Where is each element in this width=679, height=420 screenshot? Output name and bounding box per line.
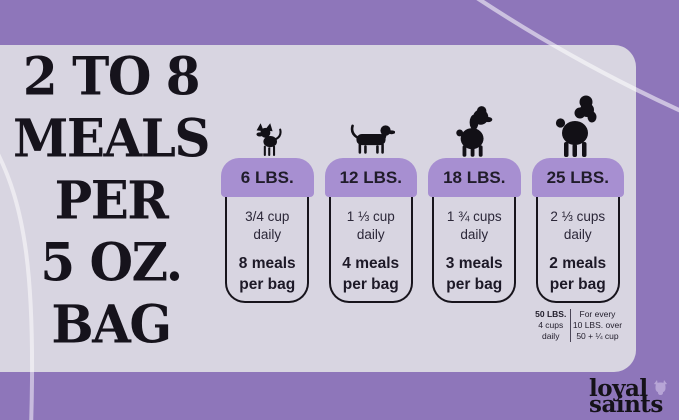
dog-icon xyxy=(654,380,667,395)
title-line: PER xyxy=(54,169,169,232)
feeding-card: 3/4 cup daily 8 meals per bag xyxy=(225,193,310,303)
page-title: 2 TO 8 MEALS PER 5 OZ. BAG xyxy=(8,46,214,356)
title-line: MEALS xyxy=(12,107,211,170)
daily-amount: 1 ⅓ cup daily xyxy=(346,209,395,242)
feeding-columns: 6 LBS. 3/4 cup daily 8 meals per bag xyxy=(221,92,624,342)
weight-badge: 12 LBS. xyxy=(324,158,417,197)
weight-column-6lbs: 6 LBS. 3/4 cup daily 8 meals per bag xyxy=(221,92,314,342)
weight-label: 12 LBS. xyxy=(339,168,402,187)
feeding-card: 1 ⅓ cup daily 4 meals per bag xyxy=(328,193,413,303)
meals-per-bag: 4 meals per bag xyxy=(342,255,400,293)
title-line: 2 TO 8 xyxy=(22,45,201,108)
weight-column-12lbs: 12 LBS. 1 ⅓ cup daily 4 meals per bag xyxy=(324,92,417,342)
large-dog-note: 50 LBS. 4 cups daily For every 10 LBS. o… xyxy=(532,309,625,342)
poodle-icon xyxy=(555,92,601,158)
weight-column-18lbs: 18 LBS. 1 ¾ cups daily 3 meals per bag xyxy=(428,92,521,342)
feeding-card: 2 ⅓ cups daily 2 meals per bag xyxy=(535,193,620,303)
weight-badge: 25 LBS. xyxy=(531,158,624,197)
large-dog-note-left: 50 LBS. 4 cups daily xyxy=(535,309,567,341)
dachshund-icon xyxy=(347,92,395,158)
weight-label: 18 LBS. xyxy=(443,168,506,187)
daily-amount: 1 ¾ cups daily xyxy=(446,209,502,242)
feeding-card: 1 ¾ cups daily 3 meals per bag xyxy=(432,193,517,303)
weight-label: 25 LBS. xyxy=(546,168,609,187)
weight-badge: 6 LBS. xyxy=(221,158,314,197)
logo-wordmark: loyal saints xyxy=(589,375,667,418)
chihuahua-icon xyxy=(251,92,283,158)
weight-badge: 18 LBS. xyxy=(428,158,521,197)
title-line: BAG xyxy=(51,293,172,356)
weight-column-25lbs: 25 LBS. 2 ⅓ cups daily 2 meals per bag 5… xyxy=(531,92,625,342)
large-dog-note-right: For every 10 LBS. over 50 + ¼ cup xyxy=(569,309,624,342)
logo-line2: saints xyxy=(589,391,663,418)
spaniel-icon xyxy=(453,92,495,158)
meals-per-bag: 3 meals per bag xyxy=(445,255,503,293)
meals-per-bag: 8 meals per bag xyxy=(238,255,296,293)
daily-amount: 3/4 cup daily xyxy=(245,209,290,242)
logo-line1: loyal xyxy=(589,375,648,402)
weight-label: 6 LBS. xyxy=(240,168,294,187)
title-line: 5 OZ. xyxy=(40,231,183,294)
meals-per-bag: 2 meals per bag xyxy=(549,255,607,293)
daily-amount: 2 ⅓ cups daily xyxy=(550,209,606,242)
